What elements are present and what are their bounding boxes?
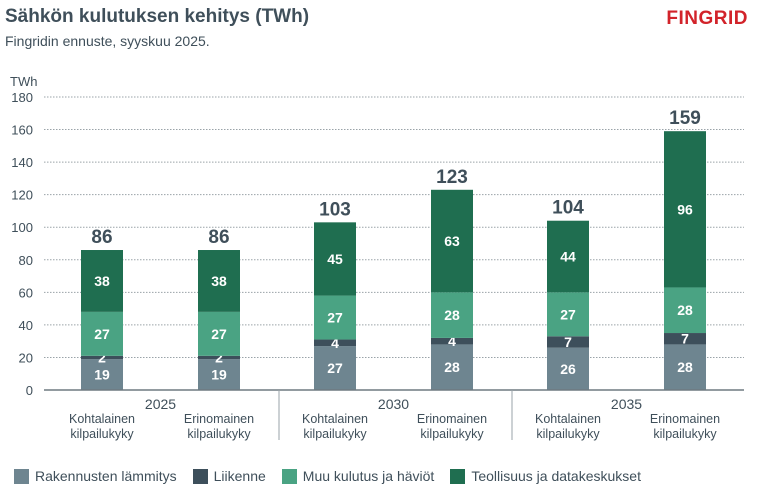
bar-value-label: 27 bbox=[94, 326, 110, 342]
category-label: kilpailukyky bbox=[187, 427, 251, 441]
bar-value-label: 7 bbox=[564, 334, 572, 350]
bar-total-label: 86 bbox=[208, 227, 229, 248]
y-tick-label: 80 bbox=[19, 253, 33, 268]
bar-segment bbox=[664, 287, 706, 334]
bar-segment bbox=[547, 336, 589, 348]
y-tick-label: 100 bbox=[11, 220, 33, 235]
bar-segment bbox=[547, 347, 589, 390]
fingrid-logo: FINGRID bbox=[666, 8, 748, 29]
category-label: Erinomainen bbox=[417, 412, 487, 426]
bar-value-label: 4 bbox=[331, 335, 339, 351]
bar-value-label: 27 bbox=[327, 310, 343, 326]
legend-item: Teollisuus ja datakeskukset bbox=[450, 468, 641, 484]
bar-value-label: 28 bbox=[677, 302, 693, 318]
bar-value-label: 2 bbox=[215, 349, 223, 365]
bar-value-label: 2 bbox=[98, 349, 106, 365]
bar-segment bbox=[314, 346, 356, 390]
bar-value-label: 26 bbox=[560, 361, 576, 377]
bar-segment bbox=[198, 359, 240, 390]
y-tick-label: 140 bbox=[11, 155, 33, 170]
legend-label: Teollisuus ja datakeskukset bbox=[471, 468, 641, 484]
bar-segment bbox=[198, 311, 240, 356]
bar-segment bbox=[314, 295, 356, 340]
bar-segment bbox=[81, 359, 123, 390]
bar-segment bbox=[314, 222, 356, 296]
y-tick-label: 120 bbox=[11, 188, 33, 203]
legend-swatch bbox=[450, 468, 466, 484]
bar-value-label: 28 bbox=[444, 307, 460, 323]
legend-swatch bbox=[14, 468, 29, 484]
group-label: 2030 bbox=[378, 396, 409, 412]
category-label: Kohtalainen bbox=[535, 412, 601, 426]
bar-value-label: 7 bbox=[681, 331, 689, 347]
legend: Rakennusten lämmitys Liikenne Muu kulutus … bbox=[14, 468, 641, 484]
bar-value-label: 27 bbox=[560, 306, 576, 322]
legend-label: Rakennusten lämmitys bbox=[35, 468, 177, 484]
bar-segment bbox=[547, 220, 589, 293]
bar-value-label: 27 bbox=[327, 360, 343, 376]
category-label: kilpailukyky bbox=[420, 427, 484, 441]
bar-value-label: 28 bbox=[677, 359, 693, 375]
bar-value-label: 45 bbox=[327, 251, 343, 267]
y-tick-label: 60 bbox=[19, 285, 33, 300]
bar-total-label: 123 bbox=[436, 167, 468, 188]
bar-segment bbox=[664, 131, 706, 288]
y-tick-label: 160 bbox=[11, 123, 33, 138]
bar-segment bbox=[664, 333, 706, 345]
bar-segment bbox=[81, 355, 123, 360]
bar-segment bbox=[431, 344, 473, 390]
bar-value-label: 4 bbox=[448, 333, 456, 349]
bar-segment bbox=[431, 292, 473, 338]
category-label: Kohtalainen bbox=[69, 412, 135, 426]
y-tick-label: 20 bbox=[19, 350, 33, 365]
bar-value-label: 19 bbox=[94, 367, 110, 383]
y-axis-label: TWh bbox=[10, 74, 37, 89]
bar-value-label: 19 bbox=[211, 367, 227, 383]
bar-segment bbox=[81, 311, 123, 356]
category-label: kilpailukyky bbox=[536, 427, 600, 441]
bar-segment bbox=[81, 250, 123, 312]
bar-segment bbox=[547, 292, 589, 337]
legend-label: Liikenne bbox=[213, 468, 266, 484]
bar-segment bbox=[664, 344, 706, 390]
category-label: Kohtalainen bbox=[302, 412, 368, 426]
legend-item: Liikenne bbox=[192, 468, 266, 484]
bar-total-label: 159 bbox=[669, 108, 701, 129]
category-label: Erinomainen bbox=[184, 412, 254, 426]
bar-segment bbox=[314, 339, 356, 347]
bar-total-label: 104 bbox=[552, 198, 584, 219]
legend-swatch bbox=[281, 468, 297, 484]
bar-total-label: 86 bbox=[91, 227, 112, 248]
chart-subtitle: Fingridin ennuste, syyskuu 2025. bbox=[5, 33, 210, 49]
bar-value-label: 38 bbox=[94, 273, 110, 289]
category-label: kilpailukyky bbox=[70, 427, 134, 441]
group-label: 2025 bbox=[145, 396, 176, 412]
bar-value-label: 27 bbox=[211, 326, 227, 342]
category-label: kilpailukyky bbox=[303, 427, 367, 441]
bar-segment bbox=[431, 189, 473, 293]
bar-total-label: 103 bbox=[319, 199, 351, 220]
category-label: Erinomainen bbox=[650, 412, 720, 426]
bar-segment bbox=[198, 355, 240, 360]
bar-segment bbox=[198, 250, 240, 312]
group-label: 2035 bbox=[611, 396, 642, 412]
chart-title: Sähkön kulutuksen kehitys (TWh) bbox=[5, 6, 310, 27]
y-tick-label: 180 bbox=[11, 90, 33, 105]
legend-item: Muu kulutus ja häviöt bbox=[281, 468, 435, 484]
legend-label: Muu kulutus ja häviöt bbox=[302, 468, 435, 484]
bar-segment bbox=[431, 337, 473, 345]
bar-value-label: 44 bbox=[560, 249, 576, 265]
bar-value-label: 96 bbox=[677, 201, 693, 217]
bar-value-label: 28 bbox=[444, 359, 460, 375]
bar-value-label: 63 bbox=[444, 233, 460, 249]
legend-swatch bbox=[192, 468, 208, 484]
y-tick-label: 0 bbox=[26, 383, 33, 398]
bar-value-label: 38 bbox=[211, 273, 227, 289]
y-tick-label: 40 bbox=[19, 318, 33, 333]
legend-item: Rakennusten lämmitys bbox=[14, 468, 177, 484]
category-label: kilpailukyky bbox=[653, 427, 717, 441]
